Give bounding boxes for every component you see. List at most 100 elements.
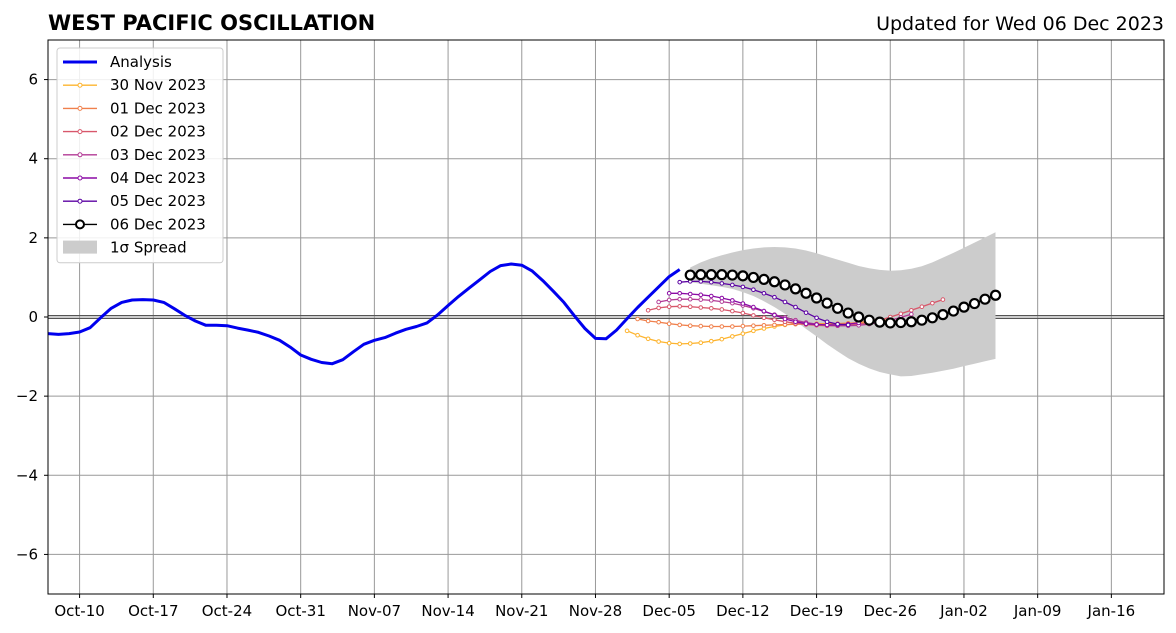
x-tick-label: Dec-26 [863,602,917,620]
forecast-point [824,319,830,325]
forecast-point [666,297,672,303]
forecast-point [793,304,798,310]
legend-label: 30 Nov 2023 [110,76,206,94]
forecast-point [751,323,756,329]
forecast-point [989,289,1002,301]
forecast-point [772,294,777,300]
forecast-point [730,308,735,314]
forecast-point [909,311,914,317]
forecast-point [810,292,823,304]
legend-label-spread: 1σ Spread [110,239,187,257]
forecast-point [698,297,704,302]
legend-swatch-marker [77,129,83,135]
legend-swatch-marker [77,175,83,181]
forecast-point [635,316,640,322]
forecast-point [930,300,935,306]
forecast-point [695,269,707,281]
forecast-point [821,297,833,309]
legend-swatch-marker [77,198,83,204]
y-tick-label: 2 [28,229,38,247]
forecast-point [687,323,693,329]
forecast-point [779,279,791,291]
forecast-point [751,313,756,318]
forecast-point [842,307,854,319]
forecast-point [708,324,714,329]
forecast-point [698,292,704,298]
forecast-point [758,273,770,286]
chart-title: WEST PACIFIC OSCILLATION [48,11,375,35]
y-tick-label: −2 [16,387,38,405]
forecast-point [937,309,949,321]
y-axis-ticks: 6 4 2 0 −2 −4 −6 [16,71,48,563]
forecast-point [730,324,735,329]
forecast-point [782,299,788,305]
forecast-point [895,316,907,329]
forecast-point [624,328,630,334]
forecast-point [874,316,886,328]
forecast-point [687,291,693,297]
forecast-point [677,296,682,302]
forecast-point [716,269,728,281]
forecast-point [761,308,767,314]
forecast-point [958,301,970,313]
x-tick-label: Nov-07 [348,602,401,620]
legend-label: 06 Dec 2023 [110,215,206,233]
forecast-point [772,322,777,328]
x-tick-label: Oct-10 [54,602,104,620]
legend-swatch-spread [63,240,97,254]
forecast-point [747,271,759,284]
forecast-point [926,312,938,324]
forecast-point [677,304,682,309]
spread-band [690,232,996,377]
forecast-point [740,331,746,336]
forecast-point [656,319,661,325]
forecast-point [814,315,819,321]
forecast-point [898,311,904,317]
y-tick-label: −6 [16,545,38,563]
forecast-point [687,296,693,302]
forecast-point [940,297,946,302]
forecast-point [740,284,746,290]
forecast-point [656,305,661,311]
forecast-point [772,312,777,318]
legend-label: 01 Dec 2023 [110,99,206,117]
forecast-point [845,322,851,328]
analysis-line [48,262,681,366]
forecast-point [705,269,717,281]
y-tick-label: −4 [16,466,38,484]
forecast-point [884,317,896,329]
x-tick-label: Nov-28 [569,602,622,620]
x-tick-label: Oct-31 [275,602,325,620]
forecast-point [835,321,840,327]
forecast-point [730,282,735,288]
x-tick-label: Nov-21 [495,602,548,620]
forecast-point [803,310,809,315]
forecast-point [677,290,682,296]
forecast-point [803,321,809,327]
forecast-point [968,297,981,310]
forecast-point [730,298,735,303]
forecast-point [979,293,991,305]
forecast-point [751,287,756,292]
forecast-point [656,339,661,344]
forecast-point [677,322,682,328]
y-tick-label: 4 [28,150,38,168]
forecast-point [916,314,928,326]
x-tick-label: Nov-14 [421,602,474,620]
forecast-point [687,304,693,310]
series-layer [48,262,1002,366]
x-tick-label: Dec-05 [642,602,696,620]
spread-layer [690,232,996,377]
forecast-point [761,315,767,321]
legend-label: 05 Dec 2023 [110,192,206,210]
forecast-point [684,269,696,281]
forecast-point [789,283,802,295]
forecast-point [761,290,767,296]
forecast-point [677,341,682,347]
forecast-point [919,304,925,310]
forecast-point [698,323,704,329]
forecast-point [708,305,714,311]
forecast-point [708,298,714,303]
forecast-point [726,269,738,281]
